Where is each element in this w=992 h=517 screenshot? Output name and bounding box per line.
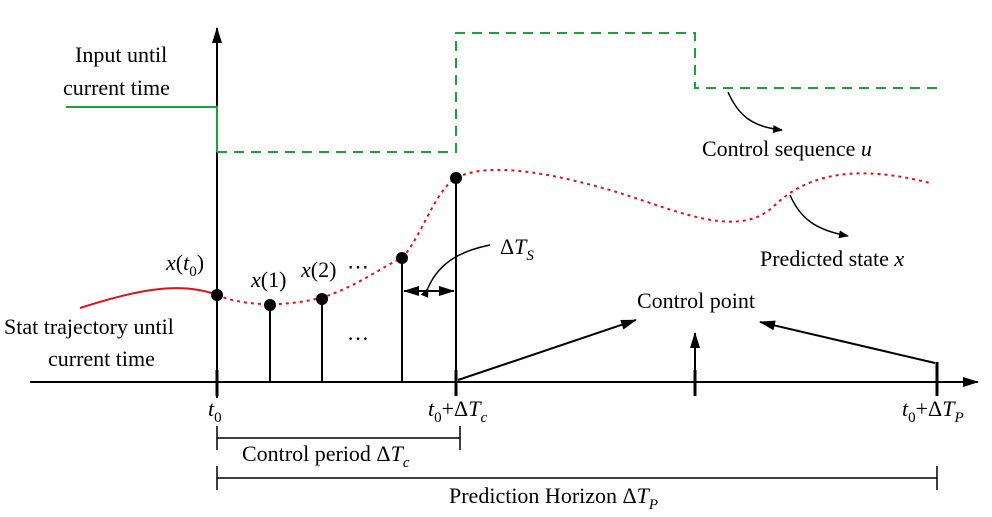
tick-label-t0-tc: t0+ΔTc [428, 396, 487, 426]
point-x-t0 [211, 289, 223, 301]
point-x1 [264, 299, 276, 311]
control-sequence-label: Control sequence u [702, 136, 872, 161]
delta-ts-pointer [420, 244, 491, 298]
ellipsis-bottom: … [347, 320, 369, 345]
point-xtc [450, 172, 462, 184]
x2-label: x(2) [300, 257, 336, 282]
prediction-horizon-label: Prediction Horizon ΔTP [449, 483, 658, 513]
input-label-line2: current time [63, 75, 170, 100]
delta-ts-label: ΔTS [500, 234, 534, 264]
control-period-label: Control period ΔTc [242, 441, 410, 471]
input-label-line1: Input until [75, 42, 167, 67]
ellipsis-top: ⋯ [347, 254, 369, 279]
point-xn [396, 252, 408, 264]
state-label-line1: Stat trajectory until [4, 314, 174, 339]
control-point-label: Control point [637, 288, 755, 313]
control-sequence-line [217, 32, 937, 153]
predicted-state-curve [216, 168, 931, 306]
tick-label-t0-tp: t0+ΔTP [902, 396, 964, 426]
state-label-line2: current time [48, 346, 155, 371]
input-past-line [66, 106, 218, 152]
predicted-state-label: Predicted state x [760, 246, 904, 271]
tick-label-t0: t0 [208, 396, 222, 426]
control-point-arrow-right [759, 320, 936, 364]
state-past-curve [79, 287, 218, 309]
point-x2 [316, 293, 328, 305]
x1-label: x(1) [250, 267, 286, 292]
control-point-arrow-left [457, 319, 637, 381]
control-sequence-pointer [727, 91, 783, 134]
predicted-state-pointer [789, 194, 849, 239]
x-t0-label: x(t0) [165, 250, 204, 280]
